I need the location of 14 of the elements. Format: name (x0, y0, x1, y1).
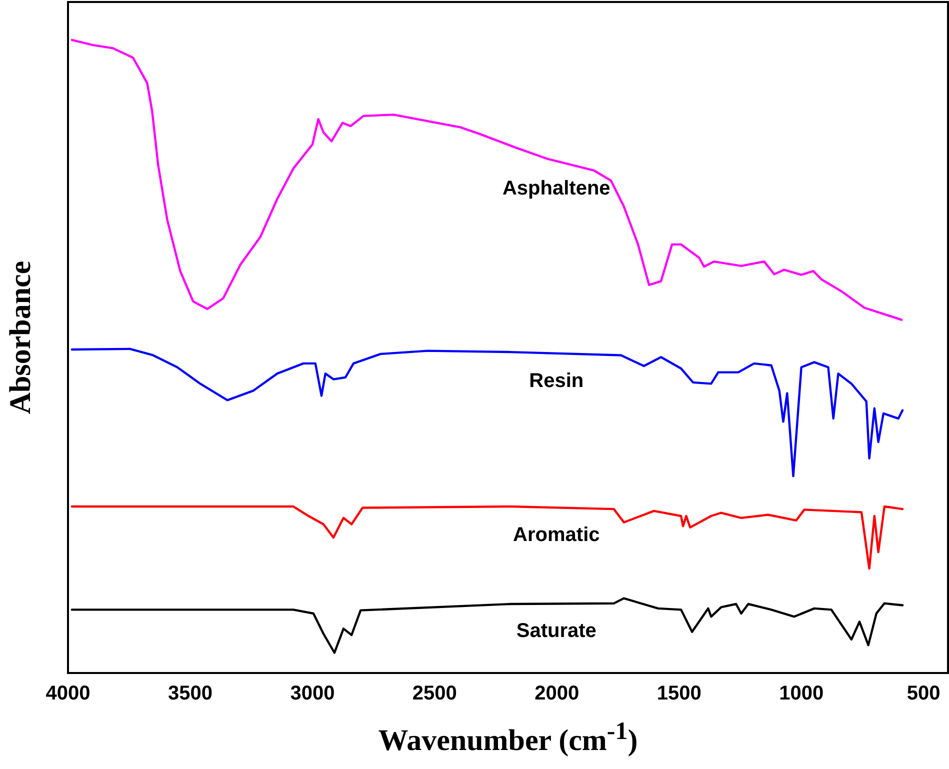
x-tick-label: 500 (906, 682, 940, 705)
series-label: Aromatic (513, 524, 600, 546)
series-label: Saturate (516, 620, 596, 642)
x-tick-label: 4000 (46, 682, 90, 705)
x-tick-label: 1500 (656, 682, 702, 705)
x-axis-title: Wavenumber (cm$^{-1}$) (377, 718, 639, 758)
y-axis-title: Absorbance (4, 260, 37, 414)
series-label: Resin (529, 370, 584, 392)
x-tick-label: 3000 (290, 682, 335, 705)
x-tick-label: 2500 (412, 682, 457, 705)
x-tick-label: 3500 (168, 682, 212, 705)
x-tick-label: 2000 (534, 682, 580, 705)
x-tick-label: 1000 (779, 682, 824, 705)
series-label: Asphaltene (502, 178, 610, 200)
